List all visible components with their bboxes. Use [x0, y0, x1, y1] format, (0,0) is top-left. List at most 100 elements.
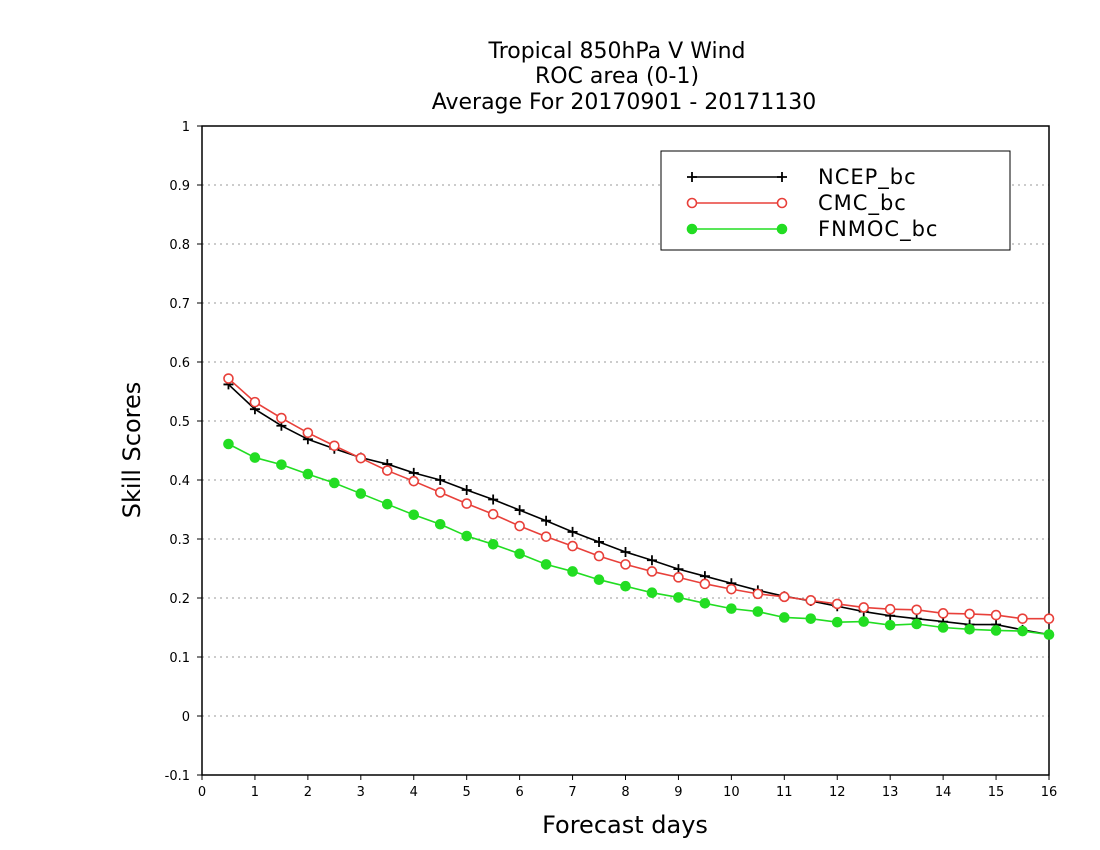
data-point — [355, 452, 367, 464]
data-point — [858, 602, 870, 613]
data-point — [461, 485, 472, 496]
legend-label: NCEP_bc — [818, 165, 917, 190]
data-point — [249, 452, 261, 463]
y-tick-label: -0.1 — [165, 769, 190, 784]
data-point — [567, 566, 578, 577]
data-point — [964, 608, 975, 620]
data-point — [541, 515, 552, 526]
data-point — [911, 618, 922, 630]
data-point — [1017, 613, 1028, 624]
y-axis-label: Skill Scores — [118, 382, 146, 519]
data-point — [858, 616, 870, 627]
data-point — [461, 498, 472, 509]
series-cmc-bc — [223, 373, 1055, 624]
axis-ticks: -0.100.10.20.30.40.50.60.70.80.910 1 2 3 4 5 6… — [165, 120, 1058, 800]
data-point — [355, 488, 367, 499]
x-tick-label: 11 — [776, 785, 793, 800]
data-point — [329, 440, 340, 452]
series-line — [227, 383, 1050, 636]
y-tick-label: 0.7 — [169, 297, 190, 312]
data-point — [752, 588, 764, 600]
data-point — [699, 598, 711, 609]
series-fnmoc-bc — [223, 438, 1055, 640]
data-point — [726, 583, 737, 595]
data-point — [884, 603, 896, 615]
data-point — [434, 518, 446, 530]
x-tick-label: 10 — [723, 785, 740, 800]
y-tick-label: 0 — [182, 710, 190, 725]
data-point — [777, 172, 787, 182]
data-point — [249, 396, 261, 408]
data-point — [302, 468, 314, 480]
x-tick-label: 5 — [463, 785, 471, 800]
data-point — [434, 487, 446, 498]
chart-title-line-1: Tropical 850hPa V Wind — [487, 39, 745, 64]
data-point — [514, 548, 525, 560]
data-point — [776, 197, 788, 209]
x-tick-label: 16 — [1041, 785, 1058, 800]
data-point — [937, 622, 949, 633]
data-point — [673, 592, 684, 603]
data-point — [594, 536, 605, 547]
x-tick-label: 8 — [621, 785, 629, 800]
y-tick-label: 0.8 — [169, 238, 190, 253]
data-series — [223, 373, 1055, 640]
data-point — [699, 578, 711, 590]
x-tick-label: 2 — [304, 785, 312, 800]
data-point — [540, 531, 552, 542]
data-point — [487, 539, 499, 550]
data-point — [911, 604, 922, 616]
data-point — [990, 625, 1002, 636]
data-point — [567, 540, 578, 552]
data-point — [593, 550, 605, 562]
data-point — [752, 606, 764, 617]
data-point — [540, 559, 552, 570]
data-point — [1043, 629, 1055, 640]
data-point — [831, 616, 843, 628]
legend-item: FNMOC_bc — [686, 217, 938, 242]
y-tick-label: 0.6 — [169, 356, 190, 371]
legend-label: FNMOC_bc — [818, 217, 938, 242]
legend-box — [660, 150, 1011, 251]
data-point — [514, 520, 525, 532]
data-point — [487, 508, 499, 520]
series-line — [227, 377, 1049, 620]
data-point — [937, 608, 949, 619]
x-tick-label: 14 — [935, 785, 952, 800]
data-point — [990, 609, 1002, 621]
data-point — [673, 572, 684, 583]
chart-title-line-3: Average For 20170901 - 20171130 — [432, 90, 817, 115]
data-point — [1017, 625, 1028, 637]
x-tick-label: 15 — [988, 785, 1005, 800]
data-point — [620, 580, 631, 592]
data-point — [381, 465, 393, 476]
data-point — [686, 223, 698, 235]
legend-item: NCEP_bc — [687, 165, 917, 190]
y-tick-label: 0.4 — [169, 474, 190, 489]
data-point — [726, 603, 737, 614]
data-point — [686, 197, 698, 209]
data-point — [620, 546, 631, 557]
grid-lines — [202, 184, 1049, 717]
data-point — [776, 223, 788, 235]
data-point — [329, 477, 340, 489]
data-point — [779, 612, 790, 623]
data-point — [964, 623, 975, 635]
y-tick-label: 0.3 — [169, 533, 190, 548]
y-tick-label: 1 — [182, 120, 190, 135]
series-ncep-bc — [223, 379, 1054, 640]
data-point — [408, 475, 420, 487]
data-point — [514, 505, 525, 516]
data-point — [488, 494, 499, 505]
y-tick-label: 0.2 — [169, 592, 190, 607]
x-tick-label: 7 — [568, 785, 576, 800]
chart-title-line-2: ROC area (0-1) — [535, 64, 699, 89]
data-point — [620, 559, 631, 570]
data-point — [646, 555, 657, 566]
data-point — [1043, 613, 1055, 624]
data-point — [461, 530, 472, 542]
data-point — [567, 526, 578, 537]
x-tick-label: 13 — [882, 785, 899, 800]
